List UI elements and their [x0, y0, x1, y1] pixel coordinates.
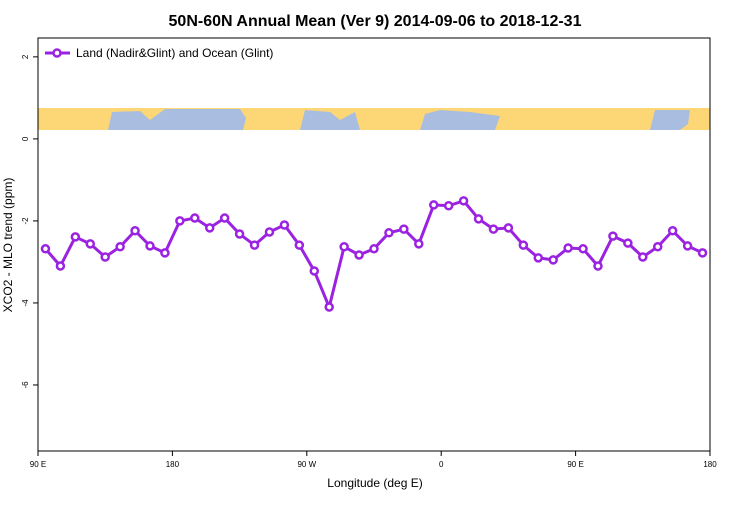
point: [324, 302, 334, 312]
point: [384, 228, 394, 238]
point: [533, 253, 544, 263]
x-tick-label: 180: [703, 460, 717, 469]
y-tick-label: -6: [21, 381, 30, 389]
chart-title: 50N-60N Annual Mean (Ver 9) 2014-09-06 t…: [169, 13, 582, 30]
point: [682, 241, 693, 251]
point: [578, 244, 588, 254]
point: [175, 216, 185, 226]
x-axis-label: Longitude (deg E): [327, 476, 422, 490]
point: [608, 231, 618, 241]
x-tick-label: 90 E: [567, 460, 583, 469]
point: [70, 232, 81, 242]
legend-marker: [52, 48, 62, 58]
point: [190, 213, 200, 223]
point: [593, 261, 603, 271]
y-axis-label: XCO2 - MLO trend (ppm): [1, 178, 15, 313]
point: [428, 200, 439, 210]
point: [204, 223, 215, 233]
point: [100, 252, 110, 262]
point: [414, 239, 424, 249]
x-tick-label: 180: [166, 460, 180, 469]
point: [55, 261, 66, 271]
point: [219, 213, 230, 223]
point: [249, 240, 260, 250]
series-line: [44, 199, 704, 312]
x-tick-label: 0: [439, 460, 444, 469]
point: [145, 241, 155, 251]
point: [667, 226, 678, 236]
point: [473, 214, 484, 224]
y-tick-label: 0: [21, 136, 30, 141]
point: [623, 238, 633, 248]
point: [115, 242, 125, 252]
point: [354, 250, 364, 260]
point: [339, 242, 349, 252]
point: [399, 224, 409, 234]
plot-frame: [37, 37, 711, 452]
point: [85, 239, 96, 249]
point: [309, 266, 320, 276]
point: [503, 223, 514, 233]
point: [369, 244, 379, 254]
point: [294, 240, 305, 250]
point: [652, 242, 663, 252]
legend-label: Land (Nadir&Glint) and Ocean (Glint): [76, 46, 273, 60]
x-tick-label: 90 W: [297, 460, 316, 469]
point: [697, 248, 708, 258]
point: [160, 248, 170, 258]
point: [234, 229, 245, 239]
map-band: [38, 108, 710, 130]
x-tick-label: 90 E: [30, 460, 46, 469]
point: [264, 227, 275, 237]
point: [458, 196, 469, 206]
point: [563, 243, 573, 253]
point: [548, 255, 558, 265]
y-tick-label: 2: [21, 54, 30, 59]
point: [130, 226, 140, 236]
point: [443, 200, 454, 211]
y-tick-label: -4: [21, 299, 30, 307]
point: [638, 252, 648, 262]
y-tick-label: -2: [21, 217, 30, 225]
point: [488, 224, 499, 234]
point: [518, 240, 529, 250]
point: [40, 244, 51, 254]
point: [279, 220, 290, 230]
